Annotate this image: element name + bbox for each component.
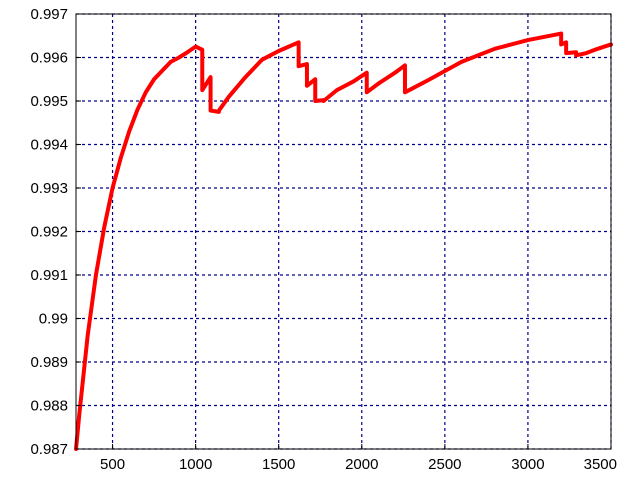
x-tick-label: 500 — [100, 456, 125, 473]
x-tick-label: 2500 — [428, 456, 461, 473]
y-tick-label: 0.987 — [30, 441, 68, 458]
series-layer — [74, 31, 613, 451]
y-tick-label: 0.993 — [30, 180, 68, 197]
y-tick-label: 0.99 — [39, 311, 68, 328]
y-axis-ticks: 0.987 0.988 0.989 0.99 0.991 0.992 0.993 0.994 0… — [30, 6, 81, 458]
x-tick-label: 2000 — [345, 456, 378, 473]
x-tick-label: 3000 — [511, 456, 544, 473]
y-tick-label: 0.992 — [30, 224, 68, 241]
x-axis-ticks: 500 1000 1500 2000 2500 3000 3500 — [100, 444, 617, 473]
x-tick-label: 1500 — [262, 456, 295, 473]
y-tick-label: 0.997 — [30, 6, 68, 23]
y-tick-label: 0.991 — [30, 267, 68, 284]
y-tick-label: 0.995 — [30, 93, 68, 110]
y-tick-label: 0.988 — [30, 398, 68, 415]
series-line — [74, 31, 613, 451]
y-tick-label: 0.989 — [30, 354, 68, 371]
y-tick-label: 0.994 — [30, 137, 68, 154]
x-tick-label: 1000 — [179, 456, 212, 473]
y-tick-label: 0.996 — [30, 50, 68, 67]
grid — [76, 13, 612, 450]
x-tick-label: 3500 — [584, 456, 617, 473]
